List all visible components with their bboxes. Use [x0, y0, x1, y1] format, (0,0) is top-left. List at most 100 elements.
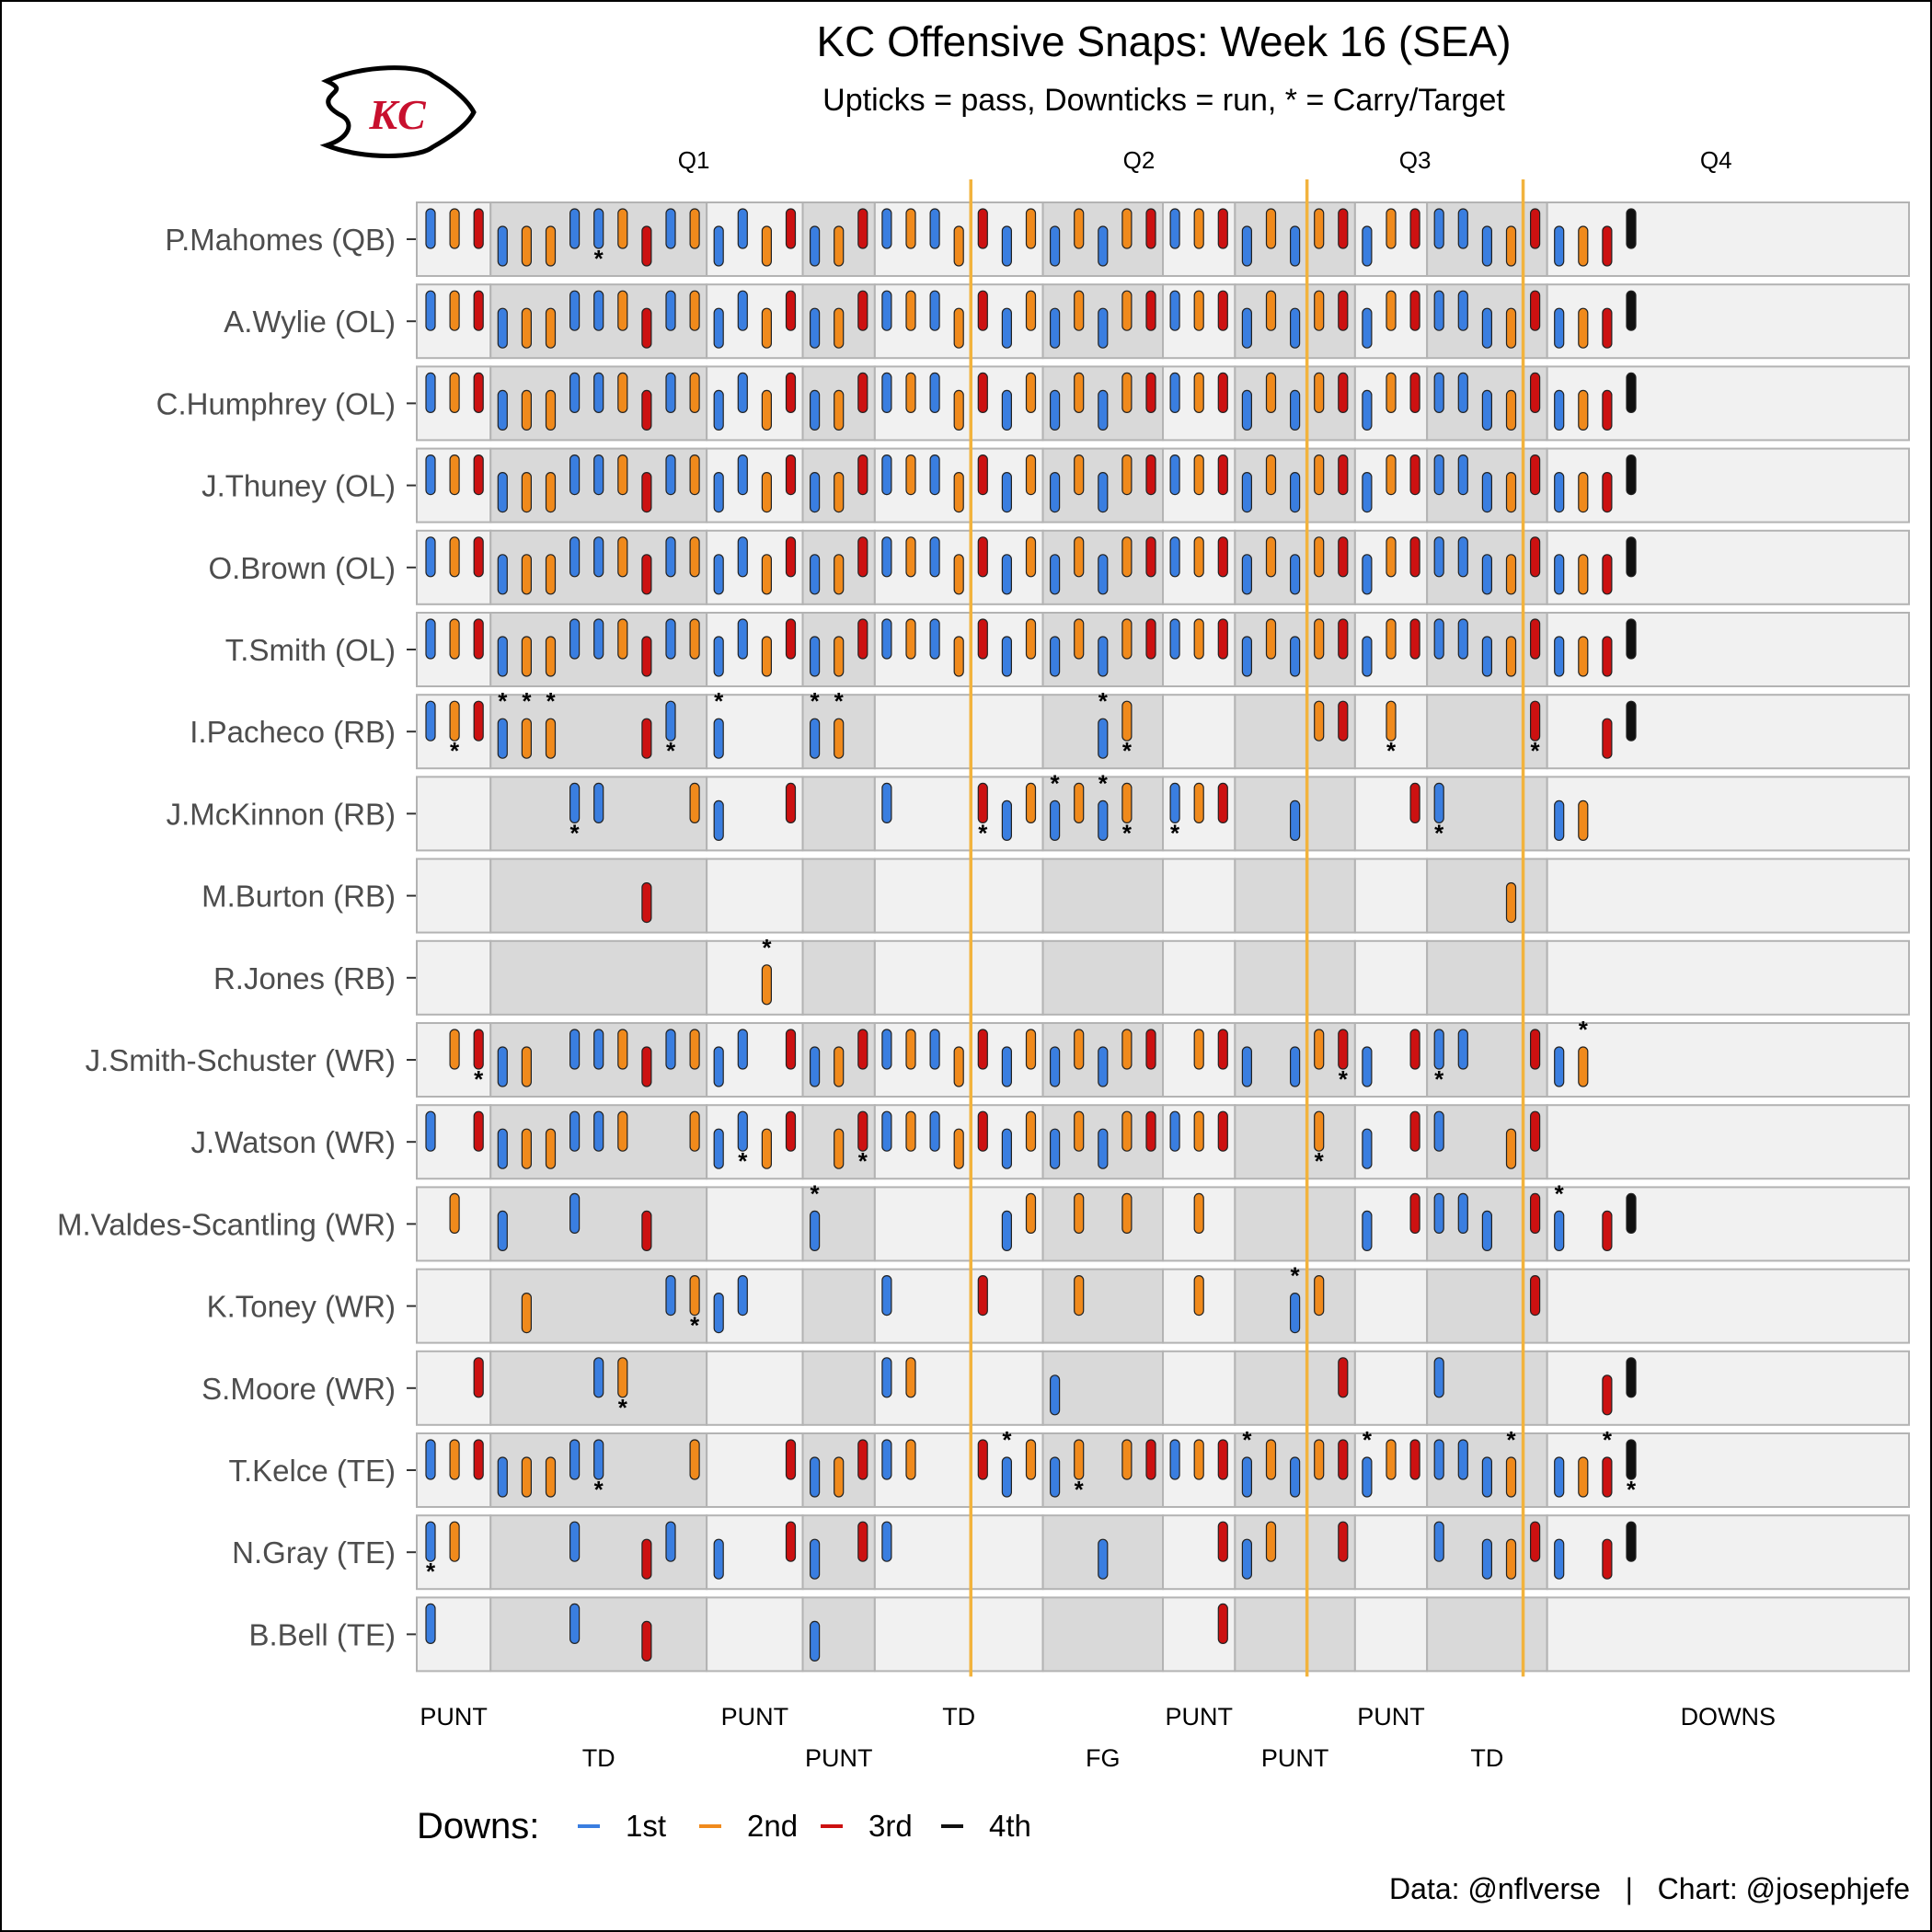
snap-tick [1241, 554, 1253, 595]
snap-tick [1626, 618, 1637, 660]
snap-tick [977, 782, 988, 824]
snap-tick [785, 372, 797, 413]
snap-tick [1265, 208, 1277, 249]
snap-tick [1314, 536, 1325, 578]
snap-tick [785, 782, 797, 824]
drive-panel [1426, 1596, 1548, 1673]
snap-tick [1289, 554, 1301, 595]
snap-tick [713, 1538, 724, 1580]
snap-tick [641, 471, 652, 513]
snap-tick [521, 471, 533, 513]
player-label: I.Pacheco (RB) [190, 715, 396, 749]
drive-panel [1546, 1104, 1911, 1180]
snap-tick [1001, 1128, 1013, 1169]
snap-tick [1145, 536, 1156, 578]
snap-tick [1098, 389, 1109, 431]
snap-tick [689, 536, 700, 578]
snap-tick [1529, 1110, 1541, 1152]
snap-tick [497, 718, 508, 759]
snap-tick [593, 454, 604, 496]
caption-separator: | [1625, 1872, 1633, 1905]
snap-tick [857, 290, 868, 331]
snap-tick [1554, 225, 1565, 267]
snap-tick [1338, 454, 1349, 496]
snap-tick [425, 208, 436, 249]
quarter-label: Q3 [1399, 146, 1432, 174]
snap-tick [593, 618, 604, 660]
snap-tick [1626, 208, 1637, 249]
snap-tick [425, 536, 436, 578]
snap-tick [1314, 1439, 1325, 1480]
snap-tick [809, 1538, 821, 1580]
snap-tick [497, 1456, 508, 1498]
snap-tick [473, 1029, 484, 1070]
snap-tick [1289, 307, 1301, 349]
snap-tick [785, 454, 797, 496]
snap-tick [809, 307, 821, 349]
quarter-label: Q4 [1700, 146, 1732, 174]
snap-tick [425, 618, 436, 660]
snap-tick [593, 536, 604, 578]
drive-panel [873, 776, 1044, 852]
snap-tick [1602, 554, 1613, 595]
snap-tick [641, 554, 652, 595]
caption-data-source: Data: @nflverse [1389, 1872, 1601, 1905]
snap-tick [1289, 1456, 1301, 1498]
drive-panel [1353, 939, 1429, 1016]
snap-tick [665, 536, 676, 578]
snap-tick [929, 290, 940, 331]
snap-tick [881, 454, 892, 496]
snap-tick [1193, 454, 1204, 496]
snap-tick [977, 1110, 988, 1152]
snap-tick [1481, 1210, 1493, 1252]
drive-panel [1162, 694, 1236, 770]
snap-tick [665, 1521, 676, 1562]
drive-panel [873, 694, 1044, 770]
snap-tick [1578, 1456, 1589, 1498]
snap-tick [617, 1357, 628, 1398]
snap-tick [1386, 1439, 1397, 1480]
snap-tick [881, 1110, 892, 1152]
snap-tick [785, 290, 797, 331]
snap-tick [1578, 307, 1589, 349]
player-label: J.Watson (WR) [191, 1125, 396, 1159]
snap-tick [593, 1439, 604, 1480]
snap-tick [1098, 636, 1109, 677]
snap-tick [761, 225, 773, 267]
snap-tick [953, 554, 964, 595]
snap-tick [1217, 782, 1228, 824]
snap-tick [665, 454, 676, 496]
snap-tick [834, 389, 845, 431]
snap-tick [834, 307, 845, 349]
snap-tick [1362, 389, 1373, 431]
snap-tick [929, 1029, 940, 1070]
drive-panel [1353, 857, 1429, 934]
snap-tick [1602, 1538, 1613, 1580]
drive-panel [489, 1186, 708, 1262]
snap-tick [713, 471, 724, 513]
snap-tick [785, 1521, 797, 1562]
snap-tick [1169, 1439, 1180, 1480]
snap-tick [689, 1274, 700, 1317]
snap-tick [1169, 618, 1180, 660]
snap-tick [1121, 782, 1133, 824]
drive-panel [1353, 1514, 1429, 1591]
snap-tick [1409, 454, 1420, 496]
snap-tick [473, 1357, 484, 1398]
snap-tick [1578, 554, 1589, 595]
snap-tick [1074, 208, 1085, 249]
snap-tick [1386, 290, 1397, 331]
carry-target-marker: * [1002, 1426, 1012, 1454]
quarter-label: Q1 [678, 146, 710, 174]
snap-tick [473, 454, 484, 496]
carry-target-marker: * [1555, 1179, 1565, 1207]
snap-tick [1578, 636, 1589, 677]
snap-tick [1145, 1029, 1156, 1070]
drive-panel [801, 939, 876, 1016]
snap-tick [1074, 1439, 1085, 1480]
drive-panel [1546, 447, 1911, 523]
snap-tick [569, 1029, 581, 1070]
drive-panel [801, 1350, 876, 1426]
legend-label: 2nd [747, 1809, 798, 1843]
snap-tick [1217, 1029, 1228, 1070]
